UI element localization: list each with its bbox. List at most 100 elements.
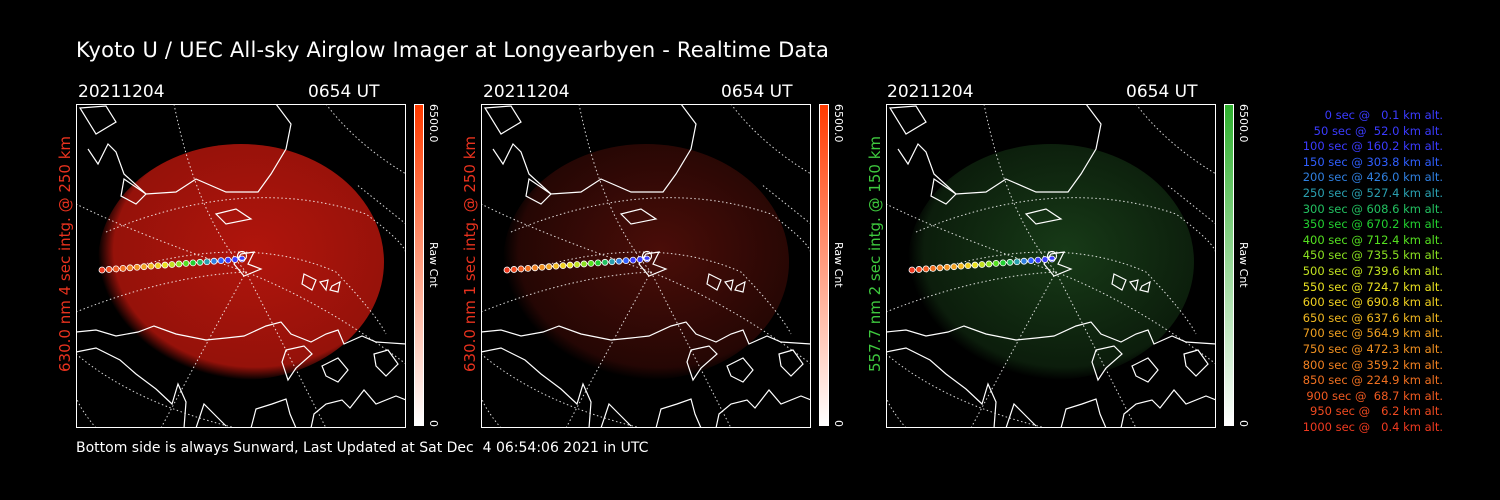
trajectory-legend-row: 200 sec @ 426.0 km alt. [1302,170,1443,185]
trajectory-point [112,265,120,273]
trajectory-point [978,261,986,268]
trajectory-point [531,264,539,272]
panel-2-cbar-unit: Raw Cnt [832,242,845,288]
trajectory-point [510,266,518,273]
panel-1-date: 20211204 [78,82,165,102]
trajectory-point [957,262,965,270]
trajectory-point [1006,258,1014,266]
trajectory-point [587,259,595,267]
trajectory-point [601,258,609,266]
trajectory-point [147,262,155,270]
trajectory-point [964,262,972,270]
trajectory-point [189,259,197,267]
page-title: Kyoto U / UEC All-sky Airglow Imager at … [76,38,830,62]
panel-3-cbar-min: 0 [1237,420,1250,427]
trajectory-point [538,263,546,271]
footer-note: Bottom side is always Sunward, Last Upda… [76,440,649,456]
panel-1-time: 0654 UT [308,82,380,102]
trajectory-legend-row: 700 sec @ 564.9 km alt. [1302,326,1443,341]
trajectory-point [608,258,616,266]
trajectory-point [992,259,1000,267]
trajectory-legend-row: 850 sec @ 224.9 km alt. [1302,373,1443,388]
trajectory-point [203,258,211,266]
trajectory-legend-row: 500 sec @ 739.6 km alt. [1302,263,1443,278]
panel-3-cbar-max: 6500.0 [1237,104,1250,143]
trajectory-point [643,255,651,263]
trajectory-point [936,264,944,272]
trajectory-point [524,264,532,272]
trajectory-point [182,259,190,267]
trajectory-point [559,262,567,270]
trajectory-point [119,264,127,272]
panel-1-allsky-map [76,104,406,428]
panel-1-ylabel: 630.0 nm 4 sec intg. @ 250 km [56,135,74,372]
trajectory-point [971,261,979,269]
trajectory-point [231,256,239,263]
trajectory-point [580,260,588,268]
panel-1-cbar-max: 6500.0 [427,104,440,143]
trajectory-point [133,263,141,271]
trajectory-point [196,258,204,266]
panel-2-allsky-map [481,104,811,428]
panel-2-colorbar [819,104,829,426]
trajectory-legend: 0 sec @ 0.1 km alt. 50 sec @ 52.0 km alt.… [1255,108,1443,435]
trajectory-point [98,266,106,274]
trajectory-legend-row: 450 sec @ 735.5 km alt. [1302,248,1443,263]
trajectory-legend-row: 350 sec @ 670.2 km alt. [1302,217,1443,232]
trajectory-point [1020,257,1028,265]
trajectory-point [922,265,930,273]
trajectory-point [168,261,176,268]
trajectory-legend-row: 600 sec @ 690.8 km alt. [1302,295,1443,310]
trajectory-point [210,257,218,265]
trajectory-point [552,262,560,270]
panel-2-time: 0654 UT [721,82,793,102]
panel-2-cbar-max: 6500.0 [832,104,845,143]
trajectory-point [1027,257,1035,265]
panel-1-colorbar [414,104,424,426]
trajectory-point [224,256,232,264]
panel-1-cbar-min: 0 [427,420,440,427]
panel-3-ylabel: 557.7 nm 2 sec intg. @ 150 km [866,135,884,372]
trajectory-legend-row: 1000 sec @ 0.4 km alt. [1302,419,1443,434]
trajectory-legend-row: 400 sec @ 712.4 km alt. [1302,232,1443,247]
panel-3-date: 20211204 [887,82,974,102]
trajectory-legend-row: 100 sec @ 160.2 km alt. [1302,139,1443,154]
trajectory-legend-row: 650 sec @ 637.6 km alt. [1302,310,1443,325]
panel-2-date: 20211204 [483,82,570,102]
trajectory-point [238,255,246,263]
trajectory-point [503,266,511,274]
trajectory-point [615,257,623,265]
trajectory-legend-row: 900 sec @ 68.7 km alt. [1306,388,1443,403]
panel-2-ylabel: 630.0 nm 1 sec intg. @ 250 km [461,135,479,372]
panel-3-colorbar [1224,104,1234,426]
panel-2-cbar-min: 0 [832,420,845,427]
panel-1-cbar-unit: Raw Cnt [427,242,440,288]
trajectory-legend-row: 300 sec @ 608.6 km alt. [1302,201,1443,216]
trajectory-legend-row: 750 sec @ 472.3 km alt. [1302,341,1443,356]
trajectory-point [175,260,183,268]
trajectory-point [915,266,923,273]
trajectory-legend-row: 250 sec @ 527.4 km alt. [1302,185,1443,200]
panel-3-time: 0654 UT [1126,82,1198,102]
trajectory-point [566,261,574,269]
trajectory-point [908,266,916,274]
trajectory-point [929,264,937,272]
trajectory-point [629,256,637,264]
trajectory-point [636,256,644,263]
trajectory-point [594,259,602,267]
trajectory-legend-row: 800 sec @ 359.2 km alt. [1302,357,1443,372]
trajectory-point [573,261,581,268]
panel-3-allsky-map [886,104,1216,428]
trajectory-point [1013,258,1021,266]
trajectory-legend-row: 150 sec @ 303.8 km alt. [1302,154,1443,169]
trajectory-point [545,263,553,271]
trajectory-legend-row: 950 sec @ 6.2 km alt. [1310,404,1443,419]
trajectory-point [1048,255,1056,263]
trajectory-point [161,261,169,269]
trajectory-point [985,260,993,268]
trajectory-point [126,264,134,272]
trajectory-point [1041,256,1049,263]
trajectory-legend-row: 550 sec @ 724.7 km alt. [1302,279,1443,294]
trajectory-point [140,263,148,271]
trajectory-legend-row: 0 sec @ 0.1 km alt. [1324,108,1443,122]
